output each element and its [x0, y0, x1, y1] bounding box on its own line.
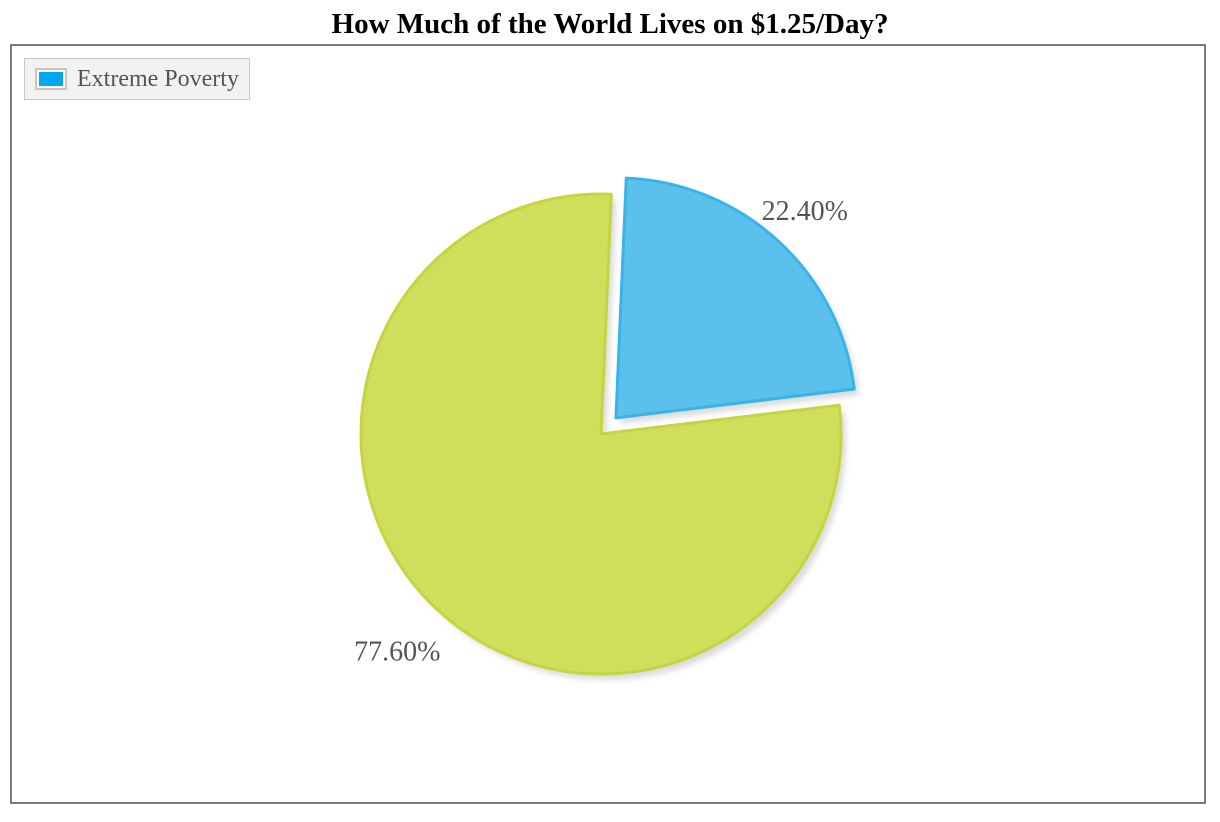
legend: Extreme Poverty	[24, 58, 250, 100]
plot-area: 22.40% 77.60% Extreme Poverty	[10, 44, 1206, 804]
slices	[359, 176, 856, 676]
chart-title: How Much of the World Lives on $1.25/Day…	[331, 8, 889, 40]
legend-swatch-color	[39, 72, 63, 86]
legend-label-extreme-poverty: Extreme Poverty	[77, 65, 239, 92]
slice-label-1: 22.40%	[762, 196, 848, 227]
slice-labels: 22.40% 77.60%	[354, 196, 848, 667]
pie-chart: 22.40% 77.60%	[354, 176, 860, 680]
pie-slice-2[interactable]	[359, 192, 843, 676]
legend-swatch	[35, 68, 67, 90]
slice-label-2: 77.60%	[354, 637, 440, 668]
pie-slice-1[interactable]	[614, 176, 856, 420]
